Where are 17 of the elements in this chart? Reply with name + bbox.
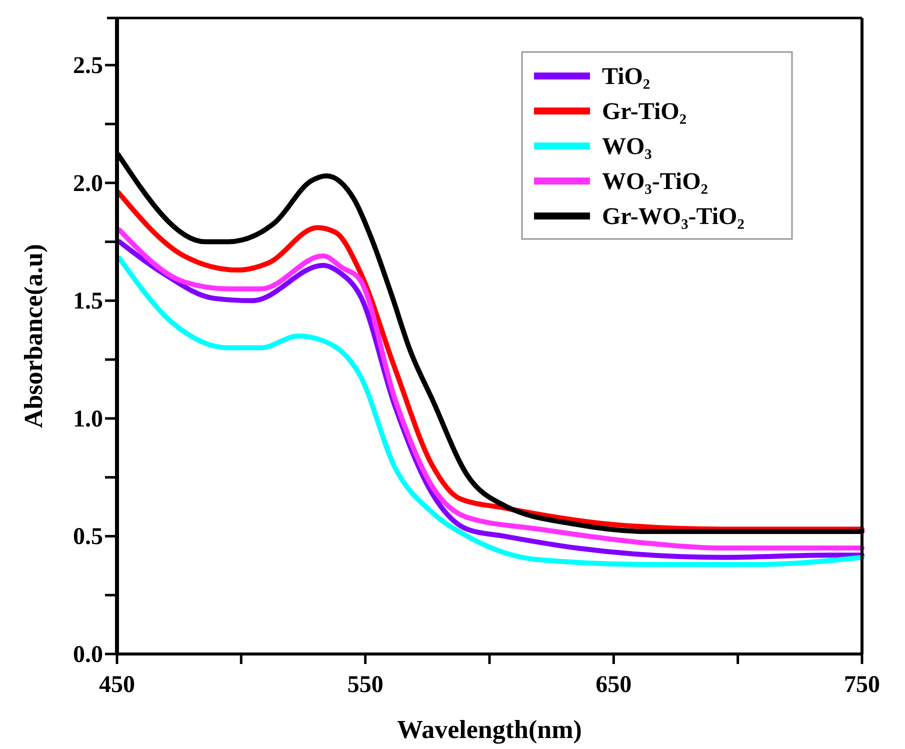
- x-tick-label: 650: [596, 672, 632, 698]
- y-tick-label: 2.5: [73, 53, 103, 80]
- y-tick-label: 1.5: [73, 288, 103, 315]
- x-tick-label: 550: [347, 672, 384, 698]
- legend-label: WO₃-TiO₂: [602, 169, 708, 195]
- legend-label: WO₃: [602, 134, 652, 160]
- y-tick-label: 2.0: [73, 170, 103, 197]
- y-tick-label: 1.0: [73, 406, 103, 432]
- y-tick-label: 0.5: [73, 524, 103, 550]
- x-axis-title: Wavelength(nm): [397, 715, 582, 744]
- x-tick-label: 750: [844, 672, 880, 698]
- x-tick-label: 450: [99, 672, 135, 698]
- legend-label: Gr-TiO₂: [602, 99, 687, 125]
- y-axis-title: Absorbance(a.u): [19, 244, 48, 428]
- legend-label: TiO₂: [602, 64, 650, 90]
- y-tick-label: 0.0: [73, 642, 103, 668]
- legend-label: Gr-WO₃-TiO₂: [602, 204, 744, 230]
